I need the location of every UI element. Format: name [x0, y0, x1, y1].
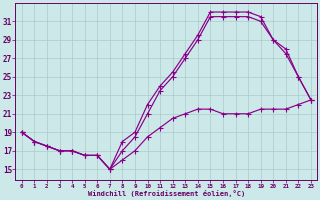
X-axis label: Windchill (Refroidissement éolien,°C): Windchill (Refroidissement éolien,°C)	[88, 190, 245, 197]
